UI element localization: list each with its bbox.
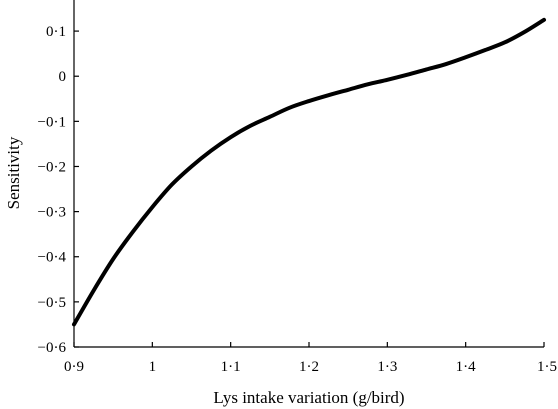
ticks: −0·6 −0·5 −0·4 −0·3 −0·2 −0·1 0 0·1 0·9 1 1·1 1·2 1·…	[38, 24, 557, 375]
x-tick-label: 1·2	[299, 359, 319, 375]
y-tick-label: −0·4	[38, 250, 67, 266]
x-tick-label: 1	[149, 359, 157, 375]
x-tick-label: 1·3	[377, 359, 397, 375]
x-tick-label: 0·9	[64, 359, 84, 375]
y-tick-label: 0·1	[46, 24, 66, 40]
axes	[73, 0, 544, 348]
y-tick-label: −0·2	[38, 159, 66, 175]
x-tick-label: 1·1	[221, 359, 241, 375]
plot-area	[72, 17, 546, 327]
y-tick-label: −0·6	[38, 340, 67, 356]
y-tick-label: −0·1	[38, 114, 66, 130]
y-tick-label: −0·5	[38, 295, 66, 311]
x-tick-label: 1·5	[537, 359, 557, 375]
x-axis-title: Lys intake variation (g/bird)	[213, 388, 404, 407]
y-axis-title: Sensitivity	[4, 136, 23, 209]
x-tick-label: 1·4	[456, 359, 476, 375]
y-tick-label: 0	[59, 69, 67, 85]
y-tick-label: −0·3	[38, 205, 66, 221]
sensitivity-curve	[72, 17, 546, 327]
